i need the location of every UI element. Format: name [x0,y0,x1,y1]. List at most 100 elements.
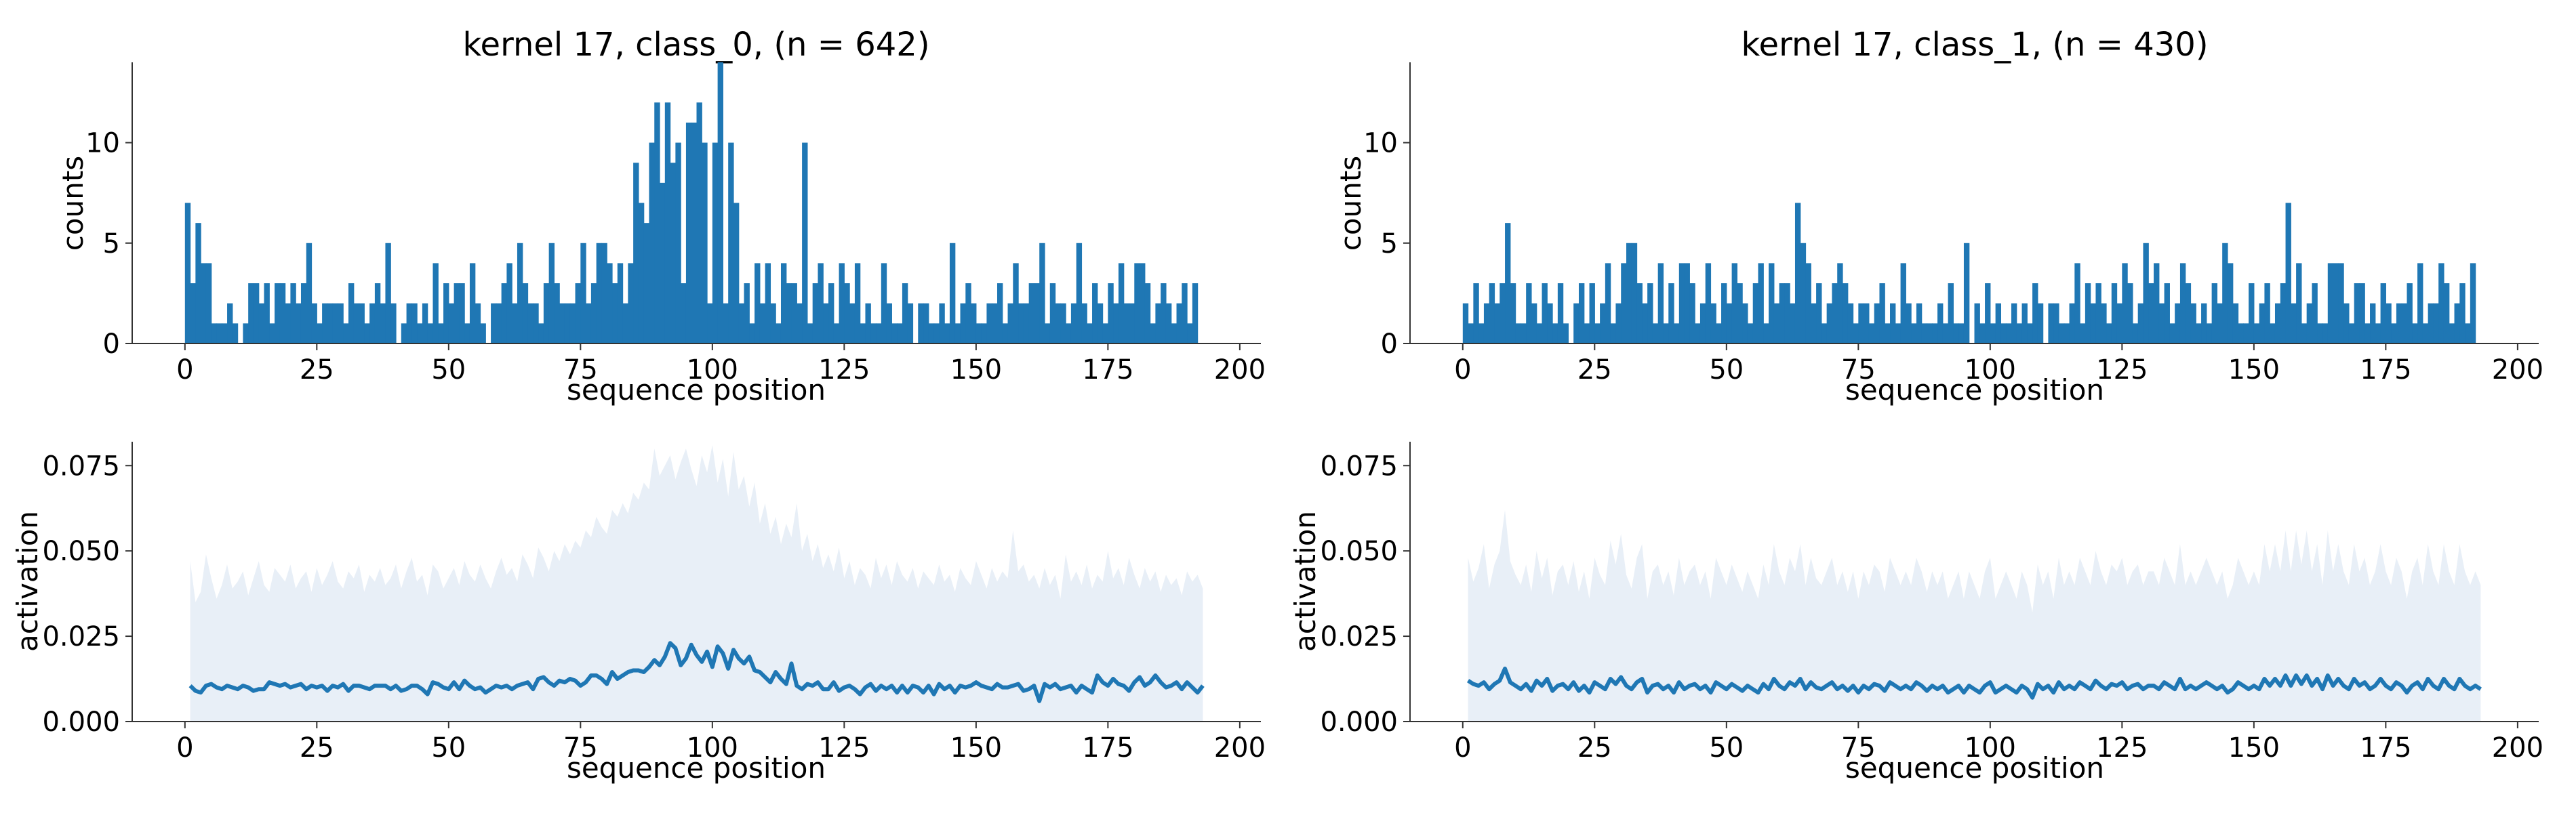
bar [2158,303,2165,343]
bar [1140,263,1146,343]
bar [702,142,708,344]
bar [1921,323,1928,343]
bar [1547,303,1553,343]
bar [1097,303,1104,343]
bar [928,323,935,343]
bar [1144,283,1151,343]
bar [1668,283,1674,343]
bar [902,283,908,343]
y-tick-label: 0.050 [1320,536,1398,567]
bar [1816,283,1822,343]
bar [1494,303,1500,343]
bar [2064,323,2070,343]
bar [522,283,529,343]
chart-title: kernel 17, class_1, (n = 430) [1741,26,2208,64]
bar [374,283,381,343]
bar [538,323,544,343]
bar [491,303,497,343]
bar [1916,303,1923,343]
bar [459,283,465,343]
bar [1500,283,1506,343]
x-tick-label: 100 [1965,354,2016,385]
bar [380,303,386,343]
bar [870,323,877,343]
bar [2222,243,2228,343]
bar [933,323,940,343]
bar [1515,323,1521,343]
bar [797,303,803,343]
bar [986,303,992,343]
bar [443,283,449,343]
bar [791,283,797,343]
x-tick-label: 100 [1965,732,2016,764]
bar [681,283,687,343]
y-tick-label: 0.075 [42,451,120,482]
bar [823,303,829,343]
x-ticks: 0 25 50 75 100 125 150 175 200 [176,343,1266,385]
x-axis-label: sequence position [1845,373,2104,406]
bar [369,303,376,343]
bar [1958,323,1965,343]
x-axis-label: sequence position [1845,751,2104,785]
bar [1699,303,1706,343]
bar [2438,263,2444,343]
bar [1773,303,1780,343]
bar [997,283,1003,343]
bar [660,182,666,343]
activation-group [1466,509,2482,722]
x-tick-label: 150 [2228,354,2280,385]
bar [1531,303,1537,343]
bar [258,303,265,343]
bar [411,303,418,343]
bar [1990,323,1996,343]
bar [296,303,302,343]
bar [2238,323,2244,343]
bar [216,323,222,343]
x-tick-label: 100 [687,732,738,764]
bar [1763,323,1769,343]
x-tick-label: 150 [2228,732,2280,764]
bar [971,303,977,343]
bar [1462,303,1469,343]
bar [2259,303,2266,343]
bar [2095,283,2101,343]
bar [1842,283,1849,343]
x-tick-label: 75 [563,354,598,385]
bar [923,303,929,343]
bar [1123,303,1130,343]
bar [517,243,523,343]
bar [2338,263,2344,343]
y-axis-label: counts [1334,156,1367,251]
bar [780,263,787,343]
bar [612,283,618,343]
bar [728,142,734,344]
bar [992,303,998,343]
bar [275,283,281,343]
bar [1805,263,1811,343]
bar [2396,303,2402,343]
y-tick-label: 0 [1381,329,1398,360]
bar [248,283,254,343]
bar [1937,303,1944,343]
bar [2327,263,2334,343]
bar [2127,283,2133,343]
bar [1615,303,1622,343]
bar [253,283,260,343]
bar [1900,263,1906,343]
bar [807,323,813,343]
bar [733,203,740,343]
bar [844,283,850,343]
bar [1974,303,1980,343]
x-tick-label: 200 [2492,732,2543,764]
bar [1621,263,1627,343]
bar [2253,323,2260,343]
bar [1473,283,1479,343]
x-ticks: 0 25 50 75 100 125 150 175 200 [176,722,1266,764]
bar [2380,283,2386,343]
x-axis-label: sequence position [567,751,826,785]
x-tick-label: 25 [300,354,334,385]
bar [2370,303,2376,343]
bar [454,283,460,343]
std-band [190,445,1203,722]
bar [918,303,924,343]
